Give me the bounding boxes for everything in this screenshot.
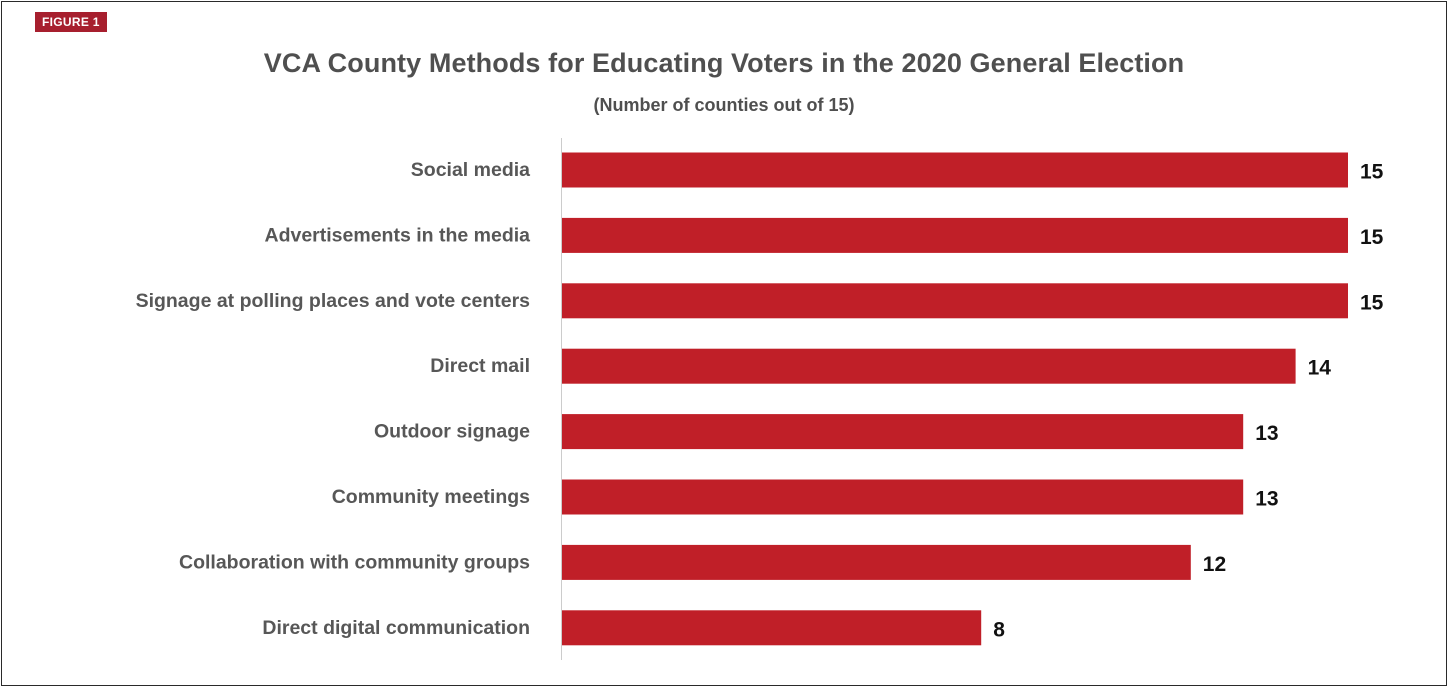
category-label: Community meetings [332,486,530,508]
data-label: 15 [1360,226,1384,249]
value-label-group: 15 15 15 14 13 13 12 8 [993,161,1383,642]
bar [562,348,1296,384]
category-label: Signage at polling places and vote cente… [136,290,531,312]
bar [562,152,1348,188]
category-label: Outdoor signage [374,421,530,443]
data-label: 13 [1255,488,1278,511]
chart-title: VCA County Methods for Educating Voters … [263,48,1185,78]
bar [562,414,1244,450]
data-label: 8 [993,618,1005,641]
data-label: 14 [1308,357,1332,380]
chart-subtitle: (Number of counties out of 15) [593,95,855,115]
bar [562,283,1348,319]
category-label: Advertisements in the media [265,224,531,246]
bar [562,217,1348,253]
category-label: Direct mail [430,355,530,377]
category-label: Collaboration with community groups [179,551,530,573]
category-label-group: Social media Advertisements in the media S… [136,159,531,639]
category-label: Social media [411,159,530,181]
data-label: 13 [1255,422,1278,445]
bar [562,479,1244,515]
category-label: Direct digital communication [262,617,530,639]
bar-group [562,152,1348,646]
data-label: 15 [1360,161,1384,184]
data-label: 15 [1360,291,1384,314]
data-label: 12 [1203,553,1226,576]
bar [562,610,982,646]
bar [562,544,1191,580]
figure-label: FIGURE 1 [35,12,107,32]
